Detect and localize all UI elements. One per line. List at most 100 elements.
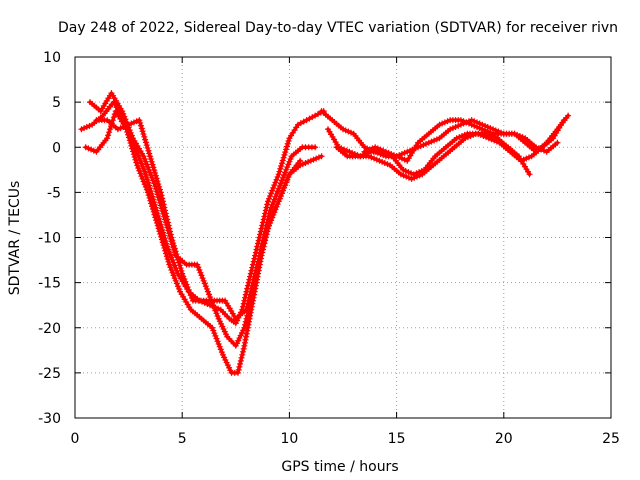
data-point — [169, 269, 176, 276]
data-point — [147, 156, 154, 163]
data-point — [452, 123, 459, 130]
data-point — [201, 280, 208, 287]
data-point — [405, 169, 412, 176]
data-point — [268, 204, 275, 211]
data-point — [209, 324, 216, 331]
data-point — [254, 261, 261, 268]
data-point — [135, 165, 142, 172]
data-point — [187, 292, 194, 299]
data-point — [211, 330, 218, 337]
y-axis-label: SDTVAR / TECUs — [7, 181, 23, 296]
data-point — [170, 272, 177, 279]
data-point — [284, 140, 291, 147]
data-point — [166, 261, 173, 268]
data-point — [150, 177, 157, 184]
data-point — [155, 225, 162, 232]
data-point — [415, 144, 422, 151]
data-point — [453, 135, 460, 142]
data-point — [234, 369, 241, 376]
data-point — [152, 172, 159, 179]
data-point — [495, 128, 502, 135]
data-point — [460, 120, 467, 127]
data-point — [439, 120, 446, 127]
data-point — [216, 343, 223, 350]
data-point — [157, 189, 164, 196]
data-point — [283, 146, 290, 153]
data-point — [168, 266, 175, 273]
data-point — [212, 307, 219, 314]
data-point — [248, 285, 255, 292]
data-point — [145, 179, 152, 186]
data-point — [264, 198, 271, 205]
data-point — [417, 143, 424, 150]
data-point — [283, 179, 290, 186]
data-point — [180, 273, 187, 280]
data-point — [255, 256, 262, 263]
data-point — [172, 248, 179, 255]
data-point — [313, 155, 320, 162]
data-point — [462, 135, 469, 142]
data-point — [83, 123, 90, 130]
data-point — [271, 209, 278, 216]
y-tick-label: -15 — [38, 276, 61, 292]
data-point — [169, 237, 176, 244]
data-point — [135, 152, 142, 159]
data-point — [381, 160, 388, 167]
data-point — [489, 132, 496, 139]
data-point — [144, 144, 151, 151]
data-point — [145, 147, 152, 154]
data-point — [145, 166, 152, 173]
data-point — [170, 240, 177, 247]
data-point — [525, 154, 532, 161]
data-point — [163, 253, 170, 260]
data-point — [154, 178, 161, 185]
data-point — [164, 256, 171, 263]
data-point — [196, 266, 203, 273]
data-point — [519, 134, 526, 141]
data-point — [267, 220, 274, 227]
data-point — [167, 231, 174, 238]
data-point — [120, 123, 127, 130]
data-point — [138, 125, 145, 132]
y-tick-label: -5 — [47, 185, 61, 201]
data-point — [217, 346, 224, 353]
data-point — [158, 236, 165, 243]
data-point — [271, 196, 278, 203]
data-point — [456, 134, 463, 141]
data-point — [114, 126, 121, 133]
data-point — [213, 335, 220, 342]
data-point — [407, 147, 413, 154]
data-point — [107, 126, 114, 133]
data-point — [183, 281, 190, 288]
data-point — [215, 340, 222, 347]
data-point — [366, 146, 373, 153]
data-point — [142, 171, 149, 178]
data-point — [260, 239, 267, 246]
data-point — [411, 174, 418, 181]
data-point — [241, 324, 248, 331]
data-point — [272, 193, 279, 200]
data-point — [264, 225, 271, 232]
data-point — [265, 213, 272, 220]
data-point — [171, 262, 178, 269]
data-point — [144, 189, 151, 196]
data-point — [268, 217, 275, 224]
data-point — [140, 178, 147, 185]
data-point — [167, 228, 174, 235]
data-point — [156, 228, 163, 235]
data-point — [242, 318, 249, 325]
data-point — [278, 190, 285, 197]
data-point — [140, 165, 147, 172]
data-point — [156, 183, 163, 190]
data-point — [162, 207, 169, 214]
data-point — [371, 155, 378, 162]
x-tick-label: 10 — [280, 431, 298, 447]
data-point — [159, 239, 166, 246]
data-point — [173, 251, 180, 258]
data-point — [259, 244, 266, 251]
data-point — [162, 210, 169, 217]
data-point — [444, 118, 451, 125]
data-point — [117, 125, 124, 132]
